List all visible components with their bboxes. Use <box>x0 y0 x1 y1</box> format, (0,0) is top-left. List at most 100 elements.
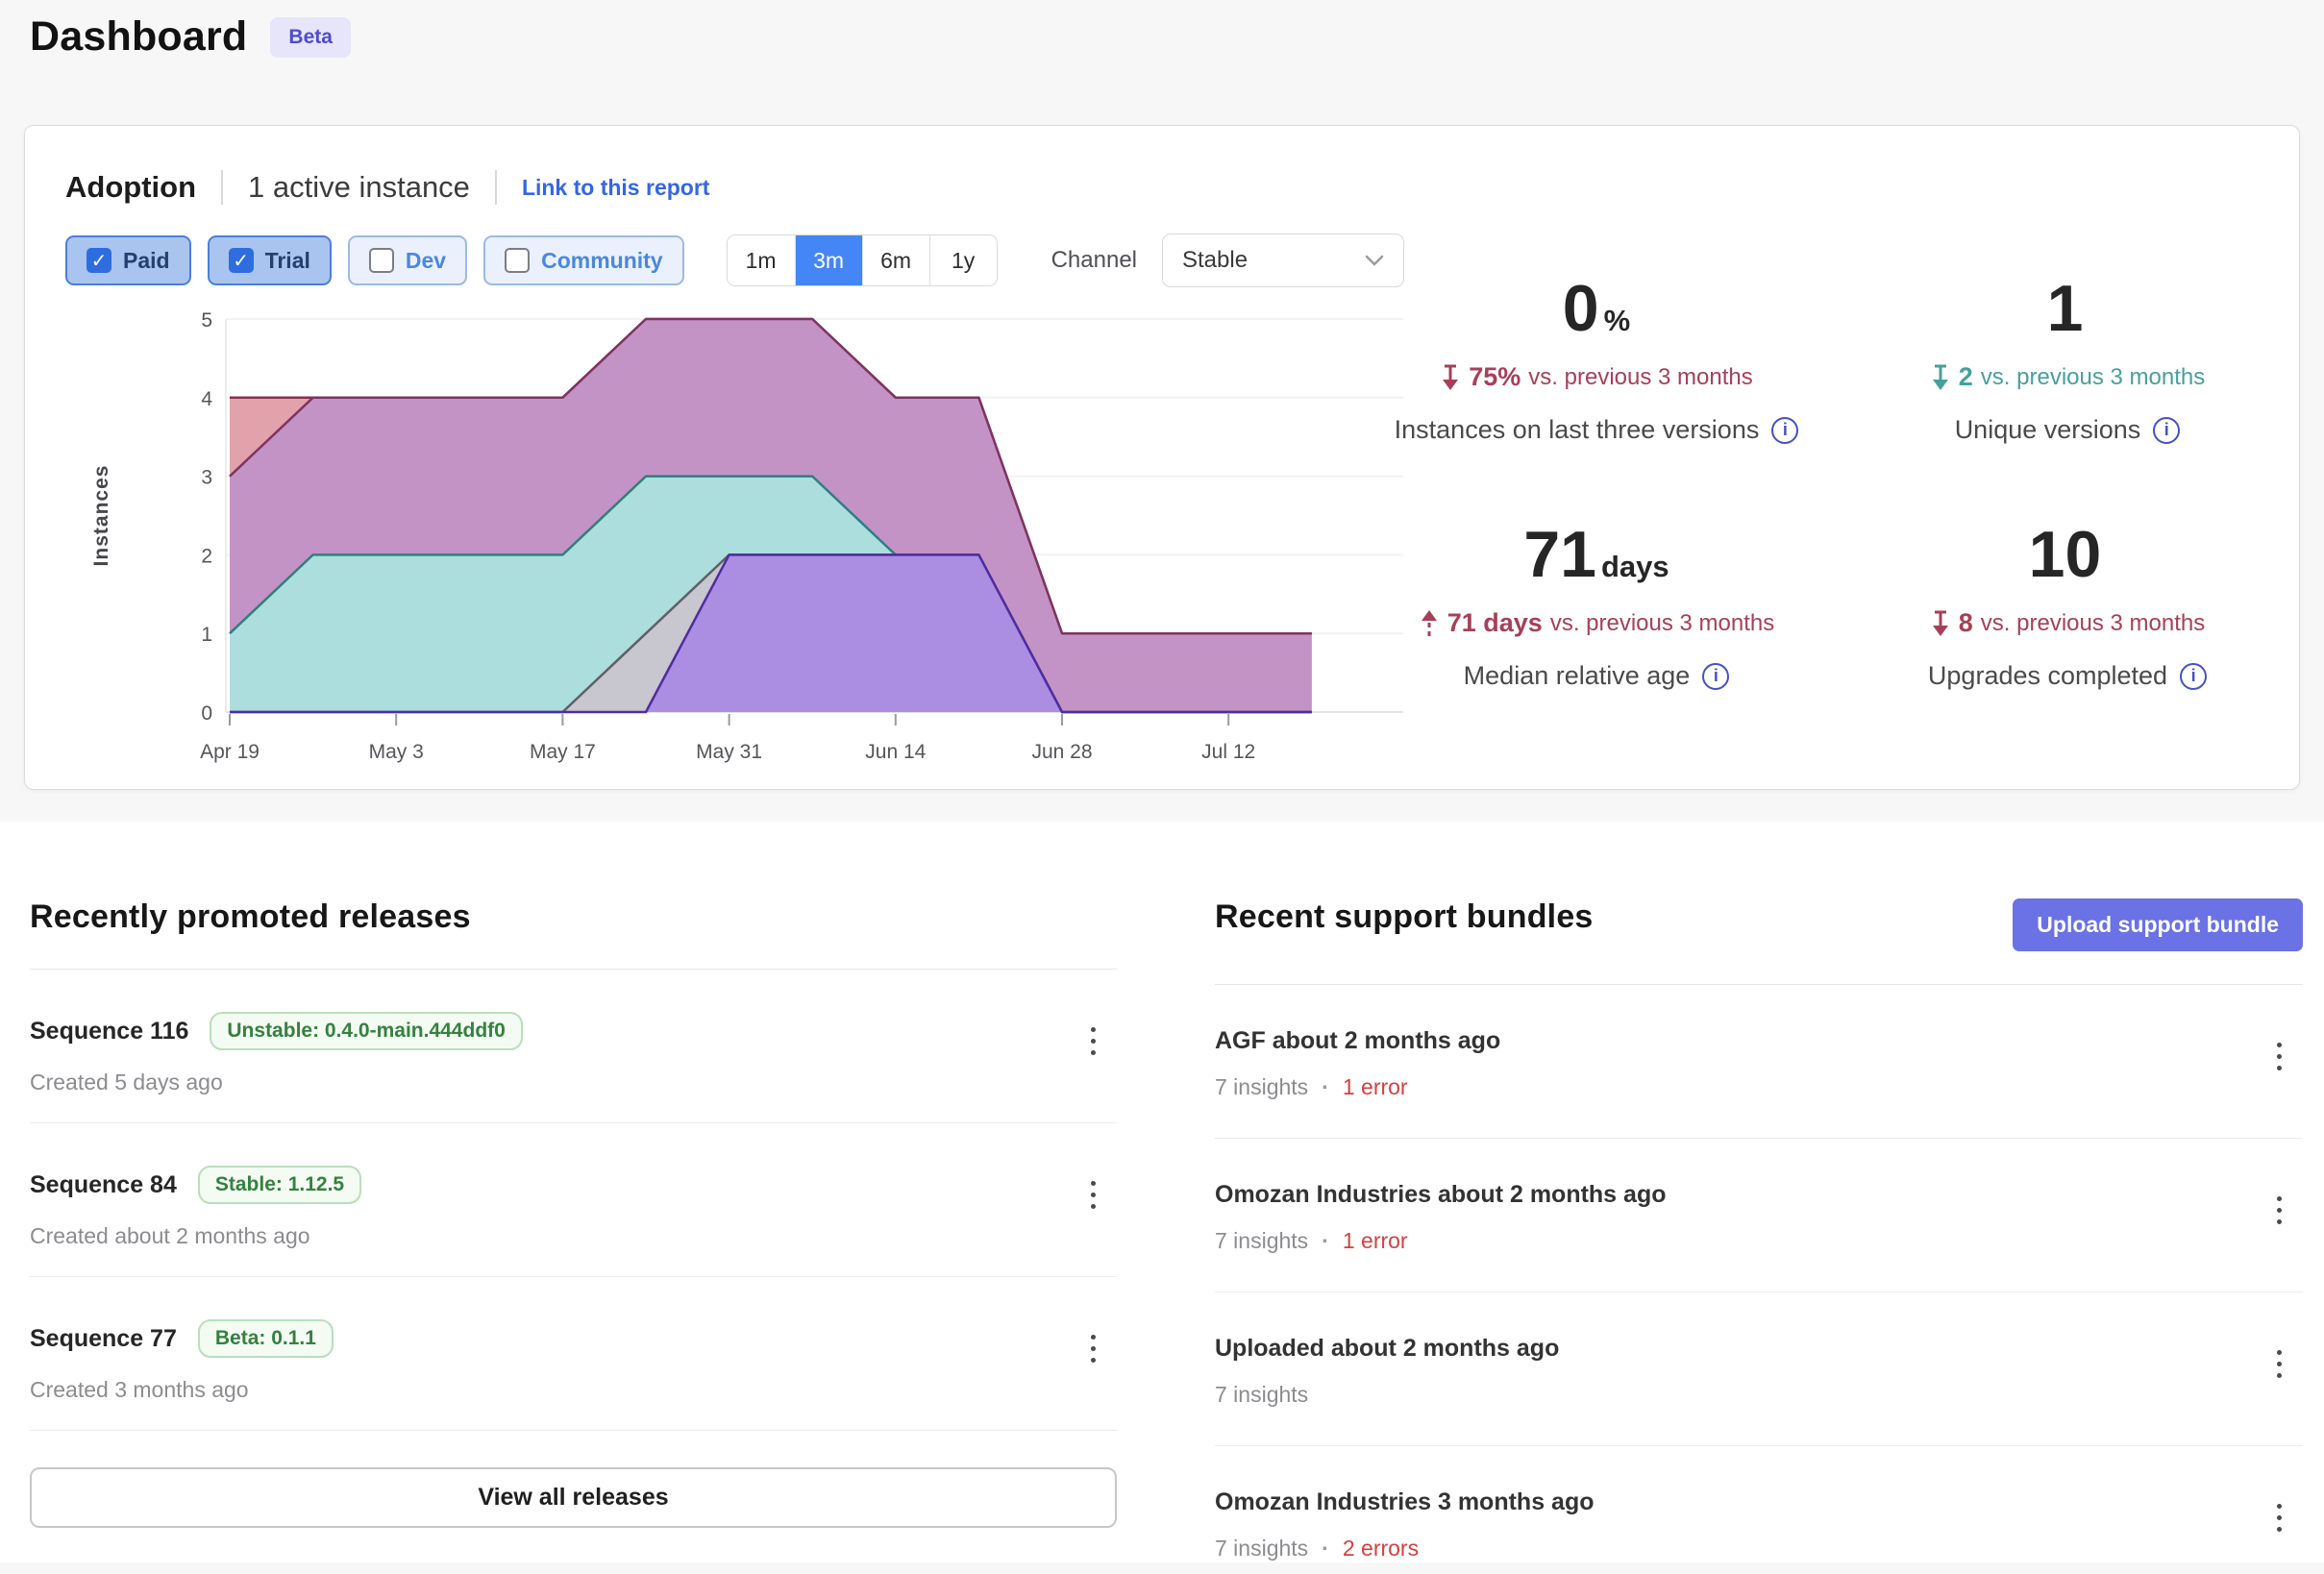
stat-unit: days <box>1600 550 1669 583</box>
info-icon[interactable]: i <box>2153 416 2181 444</box>
bundle-errors: 1 error <box>1342 1074 1408 1099</box>
chevron-down-icon <box>1365 255 1384 266</box>
release-created: Created 3 months ago <box>30 1377 249 1402</box>
checkbox-icon <box>87 248 111 273</box>
arrow-down-icon <box>1932 364 1948 390</box>
chart-x-tick-label: May 17 <box>530 741 596 763</box>
stat-delta: 8 vs. previous 3 months <box>1832 608 2303 638</box>
bundle-insights: 7 insights <box>1215 1536 1309 1561</box>
adoption-chart-wrap: 0 1 2 3 4 5 Instances Apr 19 May 3 May 17 May 31 Ju… <box>85 307 1421 766</box>
divider <box>30 969 1117 970</box>
chart-line-version-purple <box>230 553 1312 714</box>
beta-badge: Beta <box>270 16 351 58</box>
chart-y-tick-label: 4 <box>201 388 212 410</box>
release-created: Created about 2 months ago <box>30 1223 310 1248</box>
chart-ylabel: Instances <box>90 465 112 567</box>
time-range-1y[interactable]: 1y <box>928 235 997 285</box>
arrow-up-icon <box>1421 609 1437 637</box>
time-range-1m[interactable]: 1m <box>727 235 795 285</box>
stat-unique-versions: 1 2 vs. previous 3 months Unique version… <box>1832 276 2303 445</box>
time-range-6m[interactable]: 6m <box>861 235 929 285</box>
stat-value: 71 <box>1523 518 1596 591</box>
info-icon[interactable]: i <box>1771 416 1799 444</box>
time-range-segmented-control: 1m 3m 6m 1y <box>726 234 998 286</box>
kebab-menu-icon[interactable] <box>1075 1169 1111 1219</box>
kebab-menu-icon[interactable] <box>2261 1185 2297 1235</box>
bundle-title: Omozan Industries 3 months ago <box>1215 1488 1595 1515</box>
stat-value: 10 <box>2028 518 2102 591</box>
checkbox-icon <box>228 248 254 273</box>
info-icon[interactable]: i <box>2180 662 2208 690</box>
chart-area-version-purple <box>230 554 1312 712</box>
adoption-card: Adoption 1 active instance Link to this … <box>24 125 2300 790</box>
kebab-menu-icon[interactable] <box>1075 1016 1111 1066</box>
filter-trial[interactable]: Trial <box>207 235 332 285</box>
filter-community[interactable]: Community <box>483 235 684 285</box>
chart-x-tick-label: May 31 <box>696 741 762 763</box>
active-instance-count: 1 active instance <box>248 170 470 204</box>
chart-y-tick-label: 2 <box>201 545 212 567</box>
bundle-title: Uploaded about 2 months ago <box>1215 1335 1560 1362</box>
kebab-menu-icon[interactable] <box>1075 1323 1111 1373</box>
chart-x-tick-label: Jun 14 <box>865 741 926 763</box>
bundle-row-agf[interactable]: AGF about 2 months ago 7 insights · 1 er… <box>1215 985 2303 1139</box>
bundle-errors: 2 errors <box>1342 1536 1420 1561</box>
delta-value: 8 <box>1958 608 1973 637</box>
divider <box>494 170 497 205</box>
bundle-row-omozan-1[interactable]: Omozan Industries about 2 months ago 7 i… <box>1215 1139 2303 1292</box>
stat-delta: 2 vs. previous 3 months <box>1832 362 2303 392</box>
kebab-menu-icon[interactable] <box>2261 1031 2297 1081</box>
channel-select[interactable]: Stable <box>1162 234 1404 287</box>
filter-dev[interactable]: Dev <box>347 235 468 285</box>
release-version-badge: Stable: 1.12.5 <box>197 1166 362 1204</box>
stat-delta: 71 days vs. previous 3 months <box>1361 608 1832 638</box>
release-version-badge: Beta: 0.1.1 <box>197 1319 334 1358</box>
adoption-card-header: Adoption 1 active instance Link to this … <box>65 170 709 205</box>
bundle-row-uploaded[interactable]: Uploaded about 2 months ago 7 insights <box>1215 1292 2303 1446</box>
adoption-controls: Paid Trial Dev Community 1m 3m 6m 1y Cha… <box>65 234 1404 287</box>
adoption-chart[interactable]: 0 1 2 3 4 5 Instances Apr 19 May 3 May 17 May 31 Ju… <box>85 307 1421 766</box>
release-title: Sequence 84 <box>30 1170 177 1198</box>
divider <box>221 170 224 205</box>
channel-label: Channel <box>1051 247 1137 273</box>
stat-value: 0 <box>1562 272 1599 345</box>
delta-suffix: vs. previous 3 months <box>1528 363 1753 390</box>
dot-separator: · <box>1322 1228 1329 1253</box>
upload-support-bundle-button[interactable]: Upload support bundle <box>2013 898 2303 951</box>
bundle-title: AGF about 2 months ago <box>1215 1027 1501 1054</box>
stat-label: Median relative age <box>1463 661 1691 690</box>
stat-label: Instances on last three versions <box>1394 415 1760 444</box>
release-row-sequence-77[interactable]: Sequence 77 Beta: 0.1.1 Created 3 months… <box>30 1277 1117 1431</box>
chart-y-tick-label: 1 <box>201 624 212 646</box>
filter-label: Dev <box>405 247 447 273</box>
kebab-menu-icon[interactable] <box>2261 1339 2297 1389</box>
page-title: Dashboard <box>30 13 248 60</box>
chart-x-tick-label: Jul 12 <box>1201 741 1255 763</box>
stat-instances-last-three-versions: 0% 75% vs. previous 3 months Instances o… <box>1361 276 1832 445</box>
release-title: Sequence 77 <box>30 1324 177 1352</box>
bundle-row-omozan-2[interactable]: Omozan Industries 3 months ago 7 insight… <box>1215 1446 2303 1562</box>
filter-label: Paid <box>123 247 170 273</box>
info-icon[interactable]: i <box>1702 662 1730 690</box>
bundle-insights: 7 insights <box>1215 1228 1309 1253</box>
filter-paid[interactable]: Paid <box>65 235 191 285</box>
delta-value: 2 <box>1958 362 1973 391</box>
release-row-sequence-84[interactable]: Sequence 84 Stable: 1.12.5 Created about… <box>30 1123 1117 1277</box>
stat-label: Unique versions <box>1954 415 2141 444</box>
bundle-errors: 1 error <box>1342 1228 1408 1253</box>
release-row-sequence-116[interactable]: Sequence 116 Unstable: 0.4.0-main.444ddf… <box>30 970 1117 1123</box>
filter-label: Community <box>541 247 663 273</box>
link-to-report[interactable]: Link to this report <box>521 174 710 200</box>
adoption-title: Adoption <box>65 170 197 204</box>
kebab-menu-icon[interactable] <box>2261 1492 2297 1542</box>
delta-value: 71 days <box>1446 608 1543 637</box>
filter-label: Trial <box>264 247 310 273</box>
bundle-title: Omozan Industries about 2 months ago <box>1215 1181 1667 1208</box>
view-all-releases-button[interactable]: View all releases <box>30 1467 1117 1528</box>
support-bundles-heading: Recent support bundles <box>1215 898 1594 935</box>
chart-line-version-magenta <box>229 317 1312 635</box>
bundle-insights: 7 insights <box>1215 1074 1309 1099</box>
chart-y-tick-label: 0 <box>201 702 212 725</box>
bundle-insights: 7 insights <box>1215 1382 1309 1407</box>
time-range-3m[interactable]: 3m <box>794 235 862 285</box>
